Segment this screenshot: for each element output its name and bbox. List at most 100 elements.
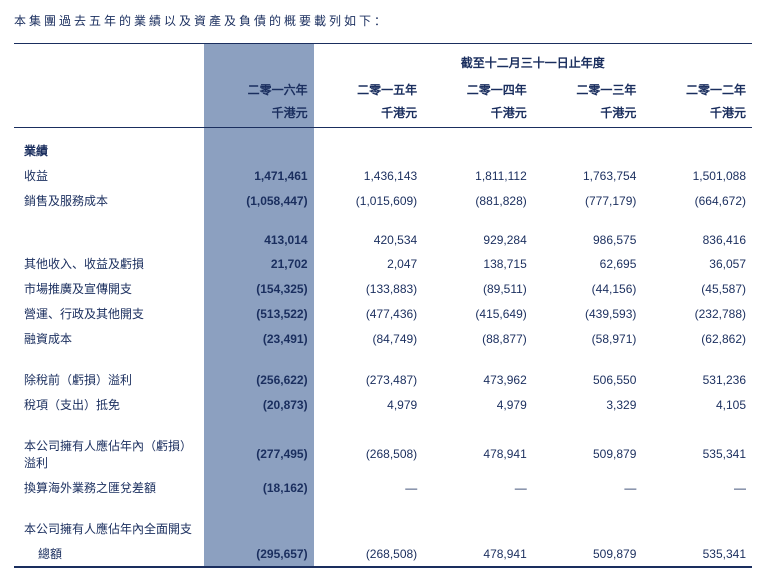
header-blank-hl [204, 44, 314, 77]
table-row: 本公司擁有人應佔年內（虧損）溢利 (277,495) (268,508) 478… [14, 433, 752, 475]
cell: (154,325) [204, 276, 314, 301]
cell: 413,014 [204, 229, 314, 251]
cell: 1,501,088 [642, 163, 752, 188]
row-label [14, 229, 204, 251]
row-label: 銷售及服務成本 [14, 188, 204, 213]
cell: (89,511) [423, 276, 533, 301]
cell: (268,508) [314, 541, 424, 566]
unit-2016: 千港元 [204, 100, 314, 128]
cell: 929,284 [423, 229, 533, 251]
cell: (439,593) [533, 301, 643, 326]
cell: 535,341 [642, 541, 752, 566]
cell: (232,788) [642, 301, 752, 326]
cell: 1,811,112 [423, 163, 533, 188]
cell: (23,491) [204, 326, 314, 351]
row-label: 本公司擁有人應佔年內全面開支 [14, 516, 204, 541]
table-row: 市場推廣及宣傳開支 (154,325) (133,883) (89,511) (… [14, 276, 752, 301]
row-label: 稅項（支出）抵免 [14, 392, 204, 417]
table-row: 413,014 420,534 929,284 986,575 836,416 [14, 229, 752, 251]
cell: (1,058,447) [204, 188, 314, 213]
cell: 62,695 [533, 251, 643, 276]
cell: 478,941 [423, 541, 533, 566]
cell: — [314, 475, 424, 500]
cell: (58,971) [533, 326, 643, 351]
cell: 4,105 [642, 392, 752, 417]
cell: 138,715 [423, 251, 533, 276]
table-row: 除稅前（虧損）溢利 (256,622) (273,487) 473,962 50… [14, 367, 752, 392]
row-label: 其他收入、收益及虧損 [14, 251, 204, 276]
table-body: 業績 收益 1,471,461 1,436,143 1,811,112 1,76… [14, 128, 752, 567]
cell: 21,702 [204, 251, 314, 276]
table-row: 收益 1,471,461 1,436,143 1,811,112 1,763,7… [14, 163, 752, 188]
row-label: 本公司擁有人應佔年內（虧損）溢利 [14, 433, 204, 475]
cell: (273,487) [314, 367, 424, 392]
table-row: 稅項（支出）抵免 (20,873) 4,979 4,979 3,329 4,10… [14, 392, 752, 417]
cell: 478,941 [423, 433, 533, 475]
year-2016: 二零一六年 [204, 77, 314, 100]
cell: (62,862) [642, 326, 752, 351]
cell: (664,672) [642, 188, 752, 213]
cell: (1,015,609) [314, 188, 424, 213]
cell: (777,179) [533, 188, 643, 213]
cell: 506,550 [533, 367, 643, 392]
cell: (415,649) [423, 301, 533, 326]
cell: 36,057 [642, 251, 752, 276]
year-2013: 二零一三年 [533, 77, 643, 100]
cell: 509,879 [533, 433, 643, 475]
cell: — [533, 475, 643, 500]
row-label: 總額 [14, 541, 204, 566]
cell: (256,622) [204, 367, 314, 392]
section-performance: 業績 [14, 128, 204, 164]
financial-table: 截至十二月三十一日止年度 二零一六年 二零一五年 二零一四年 二零一三年 二零一… [14, 44, 752, 566]
cell: 4,979 [314, 392, 424, 417]
cell: — [642, 475, 752, 500]
table-row: 其他收入、收益及虧損 21,702 2,047 138,715 62,695 3… [14, 251, 752, 276]
cell: (84,749) [314, 326, 424, 351]
unit-2013: 千港元 [533, 100, 643, 128]
cell: 420,534 [314, 229, 424, 251]
financial-table-wrap: 截至十二月三十一日止年度 二零一六年 二零一五年 二零一四年 二零一三年 二零一… [14, 43, 752, 568]
table-row: 總額 (295,657) (268,508) 478,941 509,879 5… [14, 541, 752, 566]
cell: 1,763,754 [533, 163, 643, 188]
year-2014: 二零一四年 [423, 77, 533, 100]
cell: (477,436) [314, 301, 424, 326]
table-row: 換算海外業務之匯兌差額 (18,162) — — — — [14, 475, 752, 500]
year-2015: 二零一五年 [314, 77, 424, 100]
cell: (881,828) [423, 188, 533, 213]
row-label: 融資成本 [14, 326, 204, 351]
cell: 3,329 [533, 392, 643, 417]
cell: 531,236 [642, 367, 752, 392]
table-row: 本公司擁有人應佔年內全面開支 [14, 516, 752, 541]
cell: (295,657) [204, 541, 314, 566]
cell: 535,341 [642, 433, 752, 475]
cell: (268,508) [314, 433, 424, 475]
header-blank [14, 44, 204, 77]
unit-2015: 千港元 [314, 100, 424, 128]
cell: (18,162) [204, 475, 314, 500]
cell: 509,879 [533, 541, 643, 566]
cell: 2,047 [314, 251, 424, 276]
cell: (277,495) [204, 433, 314, 475]
header-span: 截至十二月三十一日止年度 [314, 44, 752, 77]
cell: 1,436,143 [314, 163, 424, 188]
table-row: 營運、行政及其他開支 (513,522) (477,436) (415,649)… [14, 301, 752, 326]
cell: (44,156) [533, 276, 643, 301]
cell: 986,575 [533, 229, 643, 251]
intro-text: 本集團過去五年的業績以及資產及負債的概要載列如下： [14, 12, 752, 29]
row-label: 除稅前（虧損）溢利 [14, 367, 204, 392]
cell: 836,416 [642, 229, 752, 251]
cell: (45,587) [642, 276, 752, 301]
table-row: 銷售及服務成本 (1,058,447) (1,015,609) (881,828… [14, 188, 752, 213]
cell: — [423, 475, 533, 500]
cell: (20,873) [204, 392, 314, 417]
cell: (88,877) [423, 326, 533, 351]
unit-2012: 千港元 [642, 100, 752, 128]
cell: 1,471,461 [204, 163, 314, 188]
cell: (513,522) [204, 301, 314, 326]
year-2012: 二零一二年 [642, 77, 752, 100]
row-label: 收益 [14, 163, 204, 188]
cell: (133,883) [314, 276, 424, 301]
row-label: 市場推廣及宣傳開支 [14, 276, 204, 301]
table-row: 融資成本 (23,491) (84,749) (88,877) (58,971)… [14, 326, 752, 351]
cell: 4,979 [423, 392, 533, 417]
